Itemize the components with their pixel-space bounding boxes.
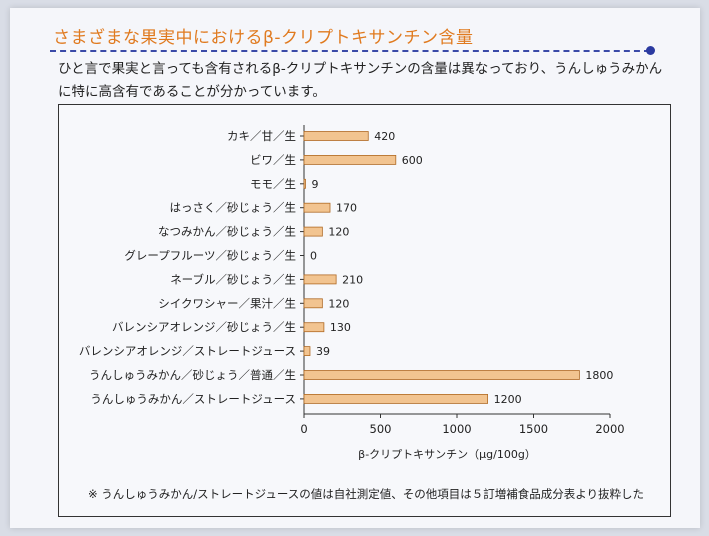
data-label: 120 — [328, 226, 349, 239]
data-label: 39 — [316, 345, 330, 358]
category-label: グレープフルーツ／砂じょう／生 — [124, 249, 296, 263]
category-label: モモ／生 — [250, 177, 296, 191]
bar — [303, 346, 311, 357]
bar — [303, 178, 306, 189]
bar-chart: カキ／甘／生 420 ビワ／生 600 モモ／生 9 はっさく／砂じょう／生 170 なつみかん… — [79, 125, 625, 461]
x-tick-label: 0 — [300, 422, 307, 436]
data-label: 1800 — [585, 369, 613, 382]
data-label: 1200 — [494, 393, 522, 406]
category-label: なつみかん／砂じょう／生 — [158, 225, 296, 239]
bar — [303, 131, 369, 141]
page-title: さまざまな果実中におけるβ-クリプトキサンチン含量 — [53, 28, 474, 48]
category-label: ネーブル／砂じょう／生 — [170, 272, 296, 286]
data-label: 130 — [330, 321, 351, 334]
data-label: 210 — [342, 273, 363, 286]
category-label: バレンシアオレンジ／ストレートジュース — [79, 344, 296, 358]
chart-container: カキ／甘／生 420 ビワ／生 600 モモ／生 9 はっさく／砂じょう／生 170 なつみかん… — [58, 104, 671, 517]
bar — [303, 370, 580, 380]
x-tick-label: 500 — [370, 422, 392, 436]
bar — [303, 274, 337, 285]
category-label: うんしゅうみかん／砂じょう／普通／生 — [89, 368, 296, 382]
title-divider — [50, 50, 650, 52]
divider-dot-icon — [646, 46, 655, 55]
footnote: ※ うんしゅうみかん/ストレートジュースの値は自社測定値、その他項目は５訂増補食… — [88, 487, 645, 501]
x-tick-label: 1500 — [519, 422, 548, 436]
x-axis-label: β-クリプトキサンチン（μg/100g） — [358, 448, 536, 461]
data-label: 9 — [312, 178, 319, 191]
bar — [303, 226, 323, 237]
bar — [303, 393, 489, 404]
bar — [303, 298, 323, 309]
data-label: 170 — [336, 202, 357, 215]
data-label: 120 — [328, 297, 349, 310]
data-label: 420 — [374, 130, 395, 143]
data-label: 600 — [402, 154, 423, 167]
data-label: 0 — [310, 250, 317, 263]
category-label: シイクワシャー／果汁／生 — [158, 296, 296, 310]
category-label: ビワ／生 — [250, 153, 296, 167]
bar — [303, 202, 331, 213]
bar — [303, 322, 325, 333]
description-text: ひと言で果実と言っても含有されるβ-クリプトキサンチンの含量は異なっており、うん… — [58, 61, 663, 100]
category-label: カキ／甘／生 — [227, 129, 296, 143]
x-tick-label: 2000 — [595, 422, 624, 436]
bar — [303, 155, 397, 165]
category-label: バレンシアオレンジ／砂じょう／生 — [112, 320, 296, 334]
x-tick-label: 1000 — [442, 422, 471, 436]
category-label: うんしゅうみかん／ストレートジュース — [90, 392, 296, 406]
category-label: はっさく／砂じょう／生 — [170, 201, 297, 215]
